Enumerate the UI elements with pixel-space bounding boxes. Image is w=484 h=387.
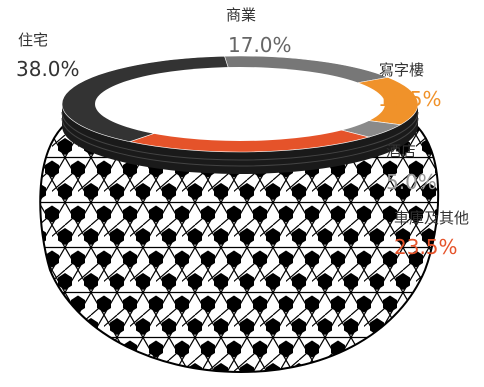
label-garage-value: 23.5% [394, 235, 458, 259]
label-office-value: 16.5% [378, 87, 442, 111]
ring-inner-hole [95, 67, 385, 141]
label-office-name: 寫字樓 [379, 61, 425, 79]
label-hotel-value: 5.0% [386, 170, 437, 194]
label-hotel-name: 酒店 [386, 142, 417, 160]
basket-rim [61, 104, 419, 174]
label-commercial-value: 17.0% [228, 33, 292, 57]
basket-body [39, 119, 440, 374]
label-commercial-name: 商業 [226, 6, 257, 24]
label-garage-name: 車庫及其他 [394, 209, 470, 227]
label-residential-name: 住宅 [18, 31, 49, 49]
label-residential-value: 38.0% [16, 57, 80, 81]
